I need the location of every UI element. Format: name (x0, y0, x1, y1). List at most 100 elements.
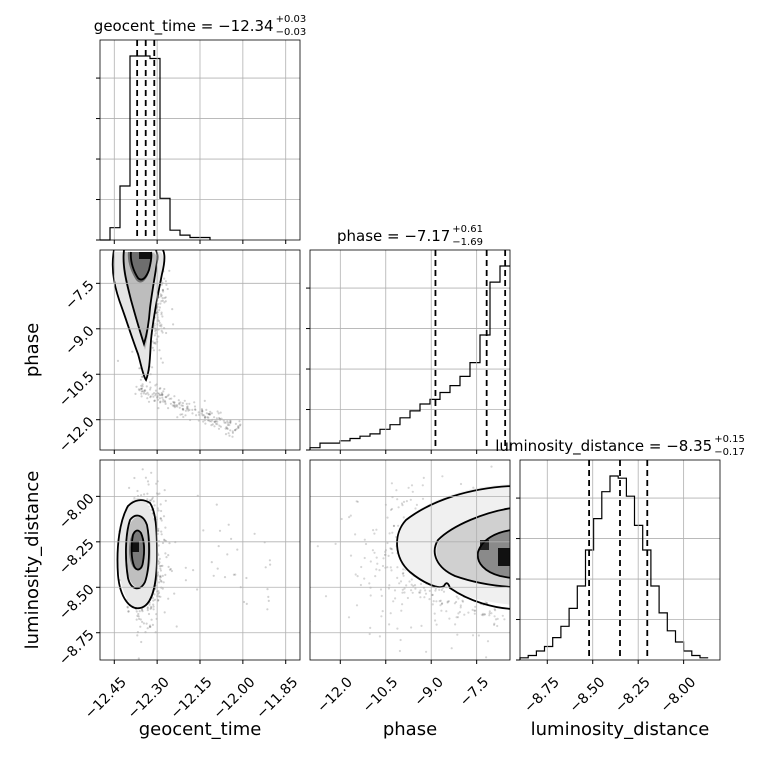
scatter-point (167, 597, 170, 600)
scatter-point (128, 486, 131, 489)
scatter-point (264, 566, 267, 569)
scatter-point (372, 529, 375, 532)
scatter-point (402, 568, 405, 571)
scatter-point (137, 612, 140, 616)
scatter-point (388, 623, 391, 626)
density-peak-2 (498, 548, 510, 566)
title-minus: −1.69 (452, 237, 483, 248)
scatter-point (183, 399, 186, 402)
scatter-point (186, 407, 190, 410)
scatter-point (168, 269, 171, 272)
scatter-point (158, 387, 161, 390)
scatter-point (177, 399, 180, 402)
scatter-point (235, 427, 238, 431)
scatter-point (419, 582, 423, 586)
scatter-point (170, 569, 173, 573)
scatter-point (388, 532, 391, 535)
scatter-point (216, 410, 219, 413)
scatter-point (410, 583, 413, 586)
scatter-point (165, 283, 168, 286)
scatter-point (368, 632, 371, 636)
scatter-point (213, 416, 216, 419)
x-axis-label: luminosity_distance (531, 719, 710, 740)
scatter-point (185, 407, 188, 410)
scatter-point (151, 346, 154, 349)
scatter-point (138, 617, 141, 621)
scatter-point (488, 610, 491, 613)
scatter-point (446, 600, 449, 603)
scatter-point (162, 581, 165, 584)
scatter-point (150, 471, 153, 474)
hist-bin (602, 492, 610, 660)
scatter-point (167, 407, 170, 410)
scatter-point (373, 551, 376, 554)
x-axis-label: geocent_time (139, 719, 262, 740)
scatter-point (202, 414, 205, 417)
scatter-point (457, 597, 460, 600)
scatter-point (399, 638, 402, 642)
scatter-point (164, 526, 167, 529)
hist-bin (569, 608, 577, 660)
scatter-point (224, 427, 227, 430)
scatter-point (160, 313, 163, 316)
scatter-point (414, 587, 417, 590)
scatter-point (405, 584, 408, 587)
hist-bin (626, 496, 634, 660)
scatter-point (148, 625, 151, 629)
title-text: geocent_time = −12.34 (94, 17, 274, 36)
scatter-point (201, 410, 204, 413)
scatter-point (410, 589, 413, 592)
scatter-point (158, 324, 161, 327)
scatter-point (134, 392, 137, 395)
hist-bin (528, 656, 536, 661)
scatter-point (431, 593, 434, 597)
scatter-point (420, 624, 423, 628)
x-tick-label: −8.25 (612, 674, 654, 716)
scatter-point (157, 591, 161, 595)
hist-step (100, 55, 211, 241)
scatter-point (158, 392, 161, 395)
hist-bin (330, 443, 340, 450)
scatter-point (158, 349, 161, 352)
scatter-point (219, 411, 222, 414)
scatter-point (163, 296, 166, 300)
scatter-point (208, 420, 211, 423)
scatter-point (150, 606, 153, 610)
scatter-point (146, 391, 149, 394)
scatter-point (154, 332, 157, 335)
scatter-point (160, 564, 163, 568)
scatter-point (164, 499, 167, 502)
scatter-point (153, 399, 156, 402)
scatter-point (226, 420, 229, 423)
scatter-point (137, 388, 140, 391)
scatter-point (433, 612, 436, 615)
x-tick-label: −11.85 (253, 674, 301, 722)
scatter-point (151, 596, 154, 600)
scatter-point (194, 408, 197, 411)
hist-step (309, 265, 510, 450)
y-axis-label: luminosity_distance (22, 471, 43, 650)
scatter-point (459, 606, 462, 609)
scatter-point (501, 614, 504, 617)
scatter-point (439, 599, 442, 602)
scatter-point (143, 493, 146, 496)
scatter-point (159, 569, 162, 572)
scatter-point (173, 406, 176, 409)
scatter-point (459, 453, 461, 455)
scatter-point (369, 560, 372, 563)
panel-border (309, 459, 511, 661)
scatter-point (135, 610, 138, 613)
scatter-point (144, 392, 147, 396)
scatter-point (136, 489, 139, 493)
scatter-point (127, 610, 130, 613)
scatter-point (402, 500, 406, 503)
scatter-point (159, 393, 162, 397)
scatter-point (173, 401, 176, 404)
scatter-point (184, 579, 187, 582)
scatter-point (386, 541, 389, 545)
scatter-point (461, 599, 464, 602)
scatter-point (191, 412, 194, 415)
scatter-point (445, 610, 448, 613)
scatter-point (152, 605, 155, 608)
scatter-point (401, 588, 404, 591)
